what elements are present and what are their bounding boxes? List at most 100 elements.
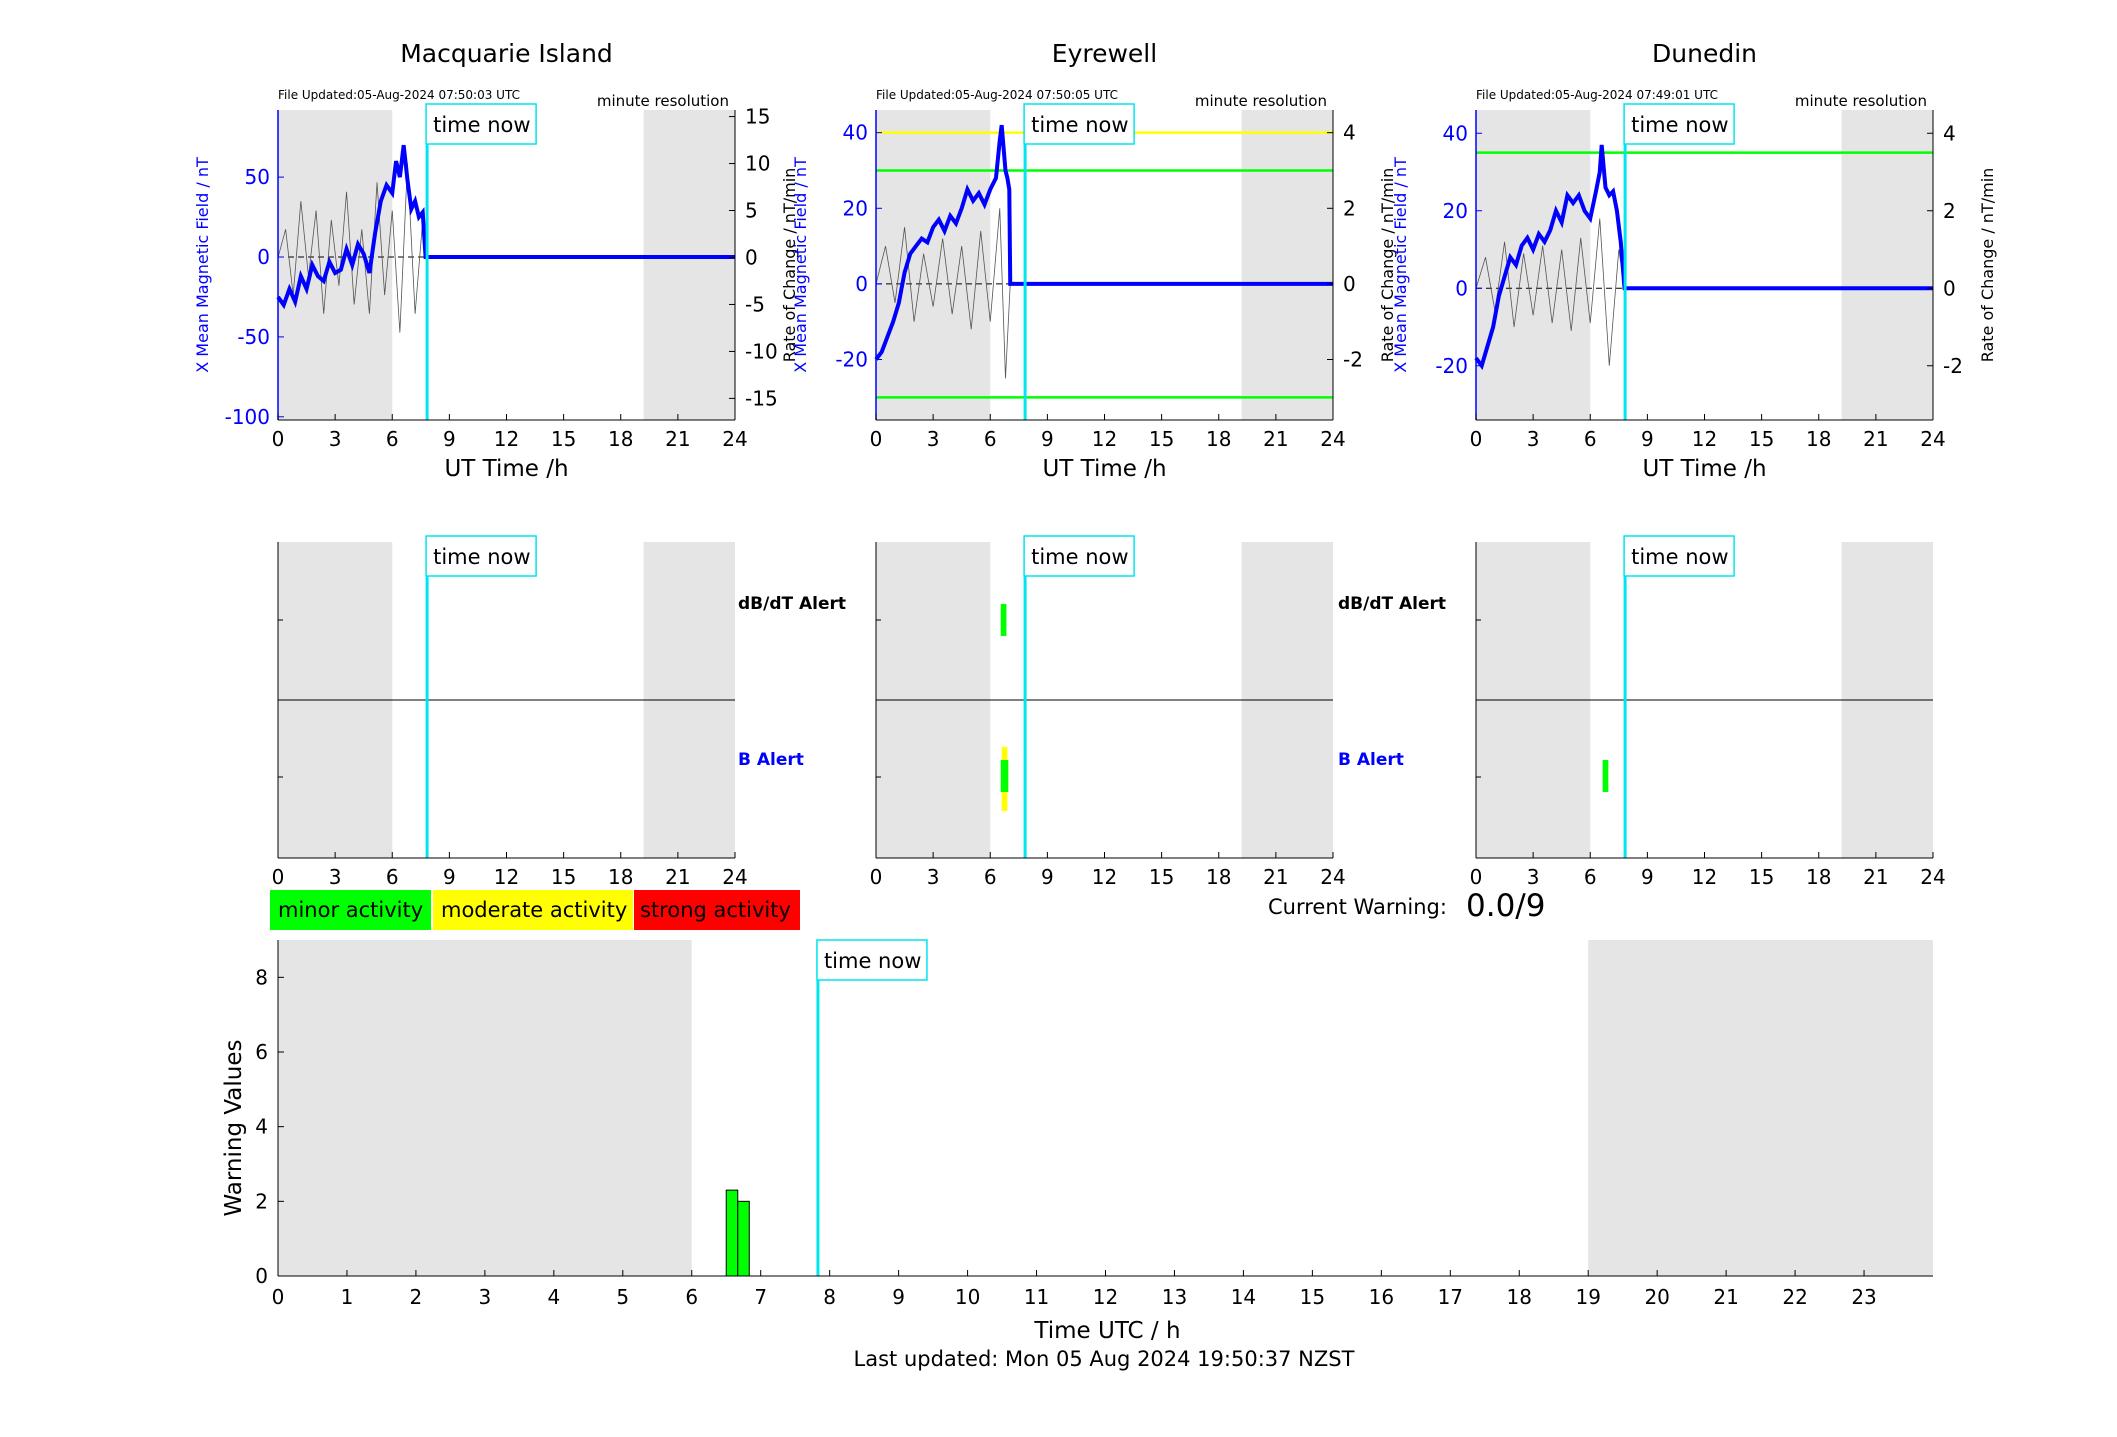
x-tick-label: 15 (1149, 865, 1174, 889)
alert-bar (1000, 760, 1009, 792)
left-tick-label: 50 (245, 165, 270, 189)
x-tick-label: 24 (1320, 427, 1345, 451)
station-panel-0: Macquarie Island File Updated:05-Aug-2024… (193, 39, 799, 482)
time-now-label: time now (1631, 113, 1728, 137)
left-tick-label: -50 (237, 325, 270, 349)
x-axis-label: Time UTC / h (1033, 1318, 1180, 1344)
y-tick-label: 8 (255, 965, 268, 989)
rate-of-change-trace (875, 208, 1011, 379)
file-updated-text: File Updated:05-Aug-2024 07:50:05 UTC (876, 88, 1118, 102)
x-tick-label: 13 (1162, 1285, 1187, 1309)
b-alert-label: B Alert (738, 750, 804, 770)
file-updated-text: File Updated:05-Aug-2024 07:50:03 UTC (278, 88, 520, 102)
current-warning-label: Current Warning: (1268, 895, 1447, 919)
current-warning-value: 0.0/9 (1466, 888, 1545, 924)
time-now-box (816, 939, 928, 981)
x-tick-label: 15 (1149, 427, 1174, 451)
x-tick-label: 3 (479, 1285, 492, 1309)
x-tick-label: 0 (1470, 865, 1483, 889)
x-tick-label: 9 (1041, 865, 1054, 889)
current-warning: Current Warning: 0.0/9 (1268, 888, 1545, 924)
time-now-box (425, 103, 537, 145)
x-tick-label: 11 (1024, 1285, 1049, 1309)
night-shading (876, 110, 991, 420)
x-tick-label: 15 (551, 427, 576, 451)
night-shading (1241, 110, 1333, 420)
x-tick-label: 21 (1263, 427, 1288, 451)
x-tick-label: 3 (1527, 427, 1540, 451)
x-tick-label: 18 (1806, 865, 1831, 889)
x-tick-label: 18 (1206, 427, 1231, 451)
right-tick-label: -5 (745, 292, 765, 316)
x-tick-label: 15 (1749, 865, 1774, 889)
x-tick-label: 5 (616, 1285, 629, 1309)
night-shading (1841, 110, 1933, 420)
alert-panel-1: time now 0 3 6 9 12 15 18 21 24 dB/dT Alert B Alert (870, 535, 1446, 889)
x-tick-label: 3 (927, 865, 940, 889)
time-now-box (1623, 103, 1735, 145)
x-tick-label: 4 (547, 1285, 560, 1309)
y-axis-label-left: X Mean Magnetic Field / nT (1391, 157, 1410, 373)
y-tick-label: 4 (255, 1115, 268, 1139)
x-tick-label: 3 (927, 427, 940, 451)
right-tick-label: -10 (745, 339, 778, 363)
x-tick-label: 21 (665, 427, 690, 451)
resolution-text: minute resolution (1195, 92, 1327, 110)
x-tick-label: 21 (1863, 427, 1888, 451)
night-shading (1588, 940, 1933, 1276)
warning-bar (737, 1200, 750, 1277)
right-tick-label: 2 (1343, 196, 1356, 220)
station-title: Dunedin (1652, 39, 1757, 68)
time-now-label: time now (1031, 113, 1128, 137)
x-tick-label: 12 (1692, 427, 1717, 451)
x-tick-label: 17 (1438, 1285, 1463, 1309)
x-tick-label: 12 (494, 865, 519, 889)
y-axis-label-right: Rate of Change / nT/min (1378, 168, 1397, 363)
x-tick-label: 20 (1644, 1285, 1669, 1309)
x-tick-label: 12 (1093, 1285, 1118, 1309)
footer-last-updated: Last updated: Mon 05 Aug 2024 19:50:37 N… (854, 1347, 1355, 1371)
left-tick-label: 0 (257, 245, 270, 269)
dbdt-alert-label: dB/dT Alert (1338, 594, 1446, 614)
left-tick-label: 20 (843, 196, 868, 220)
legend-swatch-minor (270, 890, 431, 930)
magnetometer-row: Macquarie Island File Updated:05-Aug-2024… (193, 39, 1997, 482)
time-now-box (1023, 103, 1135, 145)
x-tick-label: 12 (1092, 865, 1117, 889)
x-tick-label: 0 (870, 427, 883, 451)
legend-label-strong: strong activity (640, 898, 791, 922)
rate-of-change-trace (277, 163, 426, 333)
left-tick-label: -100 (225, 405, 270, 429)
x-tick-label: 6 (984, 427, 997, 451)
right-tick-label: 4 (1343, 121, 1356, 145)
right-tick-label: -2 (1343, 348, 1363, 372)
x-tick-label: 0 (870, 865, 883, 889)
x-tick-label: 24 (722, 427, 747, 451)
x-tick-label: 9 (443, 865, 456, 889)
y-tick-label: 0 (255, 1264, 268, 1288)
station-title: Macquarie Island (400, 39, 613, 68)
y-axis-label: Warning Values (221, 1039, 247, 1216)
right-tick-label: 10 (745, 152, 770, 176)
x-tick-label: 6 (386, 865, 399, 889)
left-tick-label: 20 (1443, 199, 1468, 223)
time-now-box (425, 535, 537, 577)
x-tick-label: 14 (1231, 1285, 1256, 1309)
x-tick-label: 9 (443, 427, 456, 451)
x-tick-label: 18 (1507, 1285, 1532, 1309)
alert-panel-2: time now 0 3 6 9 12 15 18 21 24 (1470, 535, 1946, 889)
x-tick-label: 12 (1092, 427, 1117, 451)
right-tick-label: -15 (745, 386, 778, 410)
x-tick-label: 9 (1041, 427, 1054, 451)
x-tick-label: 23 (1851, 1285, 1876, 1309)
x-tick-label: 18 (608, 865, 633, 889)
resolution-text: minute resolution (597, 92, 729, 110)
alert-panel-0: time now 0 3 6 9 12 15 18 21 24 dB/dT Alert B Alert (272, 535, 846, 889)
time-now-label: time now (1631, 545, 1728, 569)
alert-bar (1602, 760, 1609, 792)
right-tick-label: 5 (745, 199, 758, 223)
field-trace (874, 124, 1333, 361)
x-tick-label: 0 (272, 865, 285, 889)
x-tick-label: 21 (1263, 865, 1288, 889)
x-tick-label: 24 (1920, 865, 1945, 889)
